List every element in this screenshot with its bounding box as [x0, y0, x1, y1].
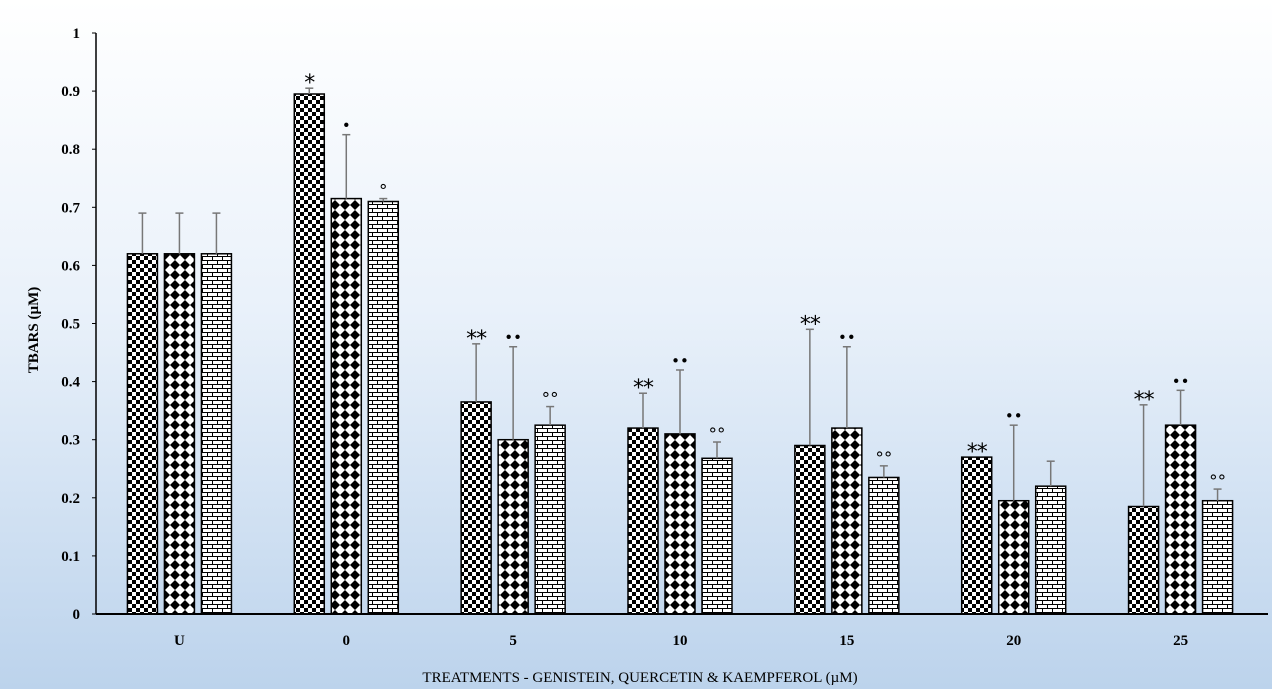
bar [997, 499, 1030, 615]
y-tick-labels: 0 0.1 0.2 0.3 0.4 0.5 0.6 0.7 0.8 0.9 1 [61, 26, 96, 623]
significance-mark: °° [875, 449, 892, 469]
bar [293, 93, 326, 615]
x-tick-label: 10 [673, 633, 688, 649]
x-tick-label: 25 [1173, 633, 1188, 649]
significance-mark: •• [504, 329, 522, 347]
significance-mark: •• [838, 329, 856, 347]
x-axis-title: TREATMENTS - GENISTEIN, QUERCETIN & KAEM… [422, 670, 857, 686]
significance-mark: °° [709, 425, 726, 445]
bar [831, 427, 863, 615]
bar [1201, 499, 1234, 615]
significance-mark: ** [633, 376, 654, 401]
bar [664, 433, 696, 615]
x-tick-label: 15 [839, 633, 854, 649]
bar [627, 427, 659, 615]
bar [200, 253, 233, 615]
significance-mark: •• [671, 352, 689, 370]
bar [1127, 505, 1160, 615]
y-tick-label: 0.6 [61, 258, 80, 274]
bar [701, 457, 733, 615]
x-tick-label: 5 [509, 633, 517, 649]
y-tick-label: 0.3 [61, 433, 80, 449]
bar [1164, 424, 1197, 615]
bar [330, 197, 363, 615]
bar [794, 444, 826, 615]
significance-mark: ** [967, 440, 988, 465]
significance-mark: ° [379, 182, 388, 202]
bar [126, 253, 159, 615]
bar [367, 200, 400, 615]
significance-mark: ** [1134, 388, 1155, 413]
y-tick-label: 0.4 [61, 375, 80, 391]
y-tick-label: 0.2 [61, 491, 80, 507]
x-tick-labels: U 0 5 10 15 20 25 [174, 633, 1188, 649]
bar [534, 424, 566, 615]
significance-mark: °° [542, 390, 559, 410]
y-tick-label: 0.8 [61, 142, 80, 158]
significance-mark: °° [1209, 472, 1226, 492]
bar [163, 253, 196, 615]
y-tick-label: 1 [73, 26, 81, 42]
significance-mark: •• [1172, 372, 1190, 390]
significance-mark: •• [1005, 407, 1023, 425]
y-axis-title: TBARS (µM) [26, 287, 42, 374]
significance-mark: * [304, 71, 315, 96]
x-tick-label: 20 [1006, 633, 1021, 649]
y-tick-label: 0.9 [61, 84, 80, 100]
bars-group: * • ° ** •• °° ** •• °° ** •• °° ** •• ** •• °° [126, 71, 1234, 615]
significance-mark: • [342, 117, 351, 135]
bar [868, 476, 900, 615]
y-tick-label: 0 [73, 607, 81, 623]
significance-mark: ** [800, 312, 821, 337]
y-tick-label: 0.7 [61, 200, 80, 216]
y-tick-label: 0.5 [61, 317, 80, 333]
bar [1034, 485, 1067, 615]
x-tick-label: U [174, 633, 185, 649]
significance-mark: ** [466, 327, 487, 352]
bar [497, 438, 529, 615]
bar [460, 401, 492, 615]
x-tick-label: 0 [343, 633, 351, 649]
bar [960, 456, 993, 615]
y-tick-label: 0.1 [61, 549, 80, 565]
